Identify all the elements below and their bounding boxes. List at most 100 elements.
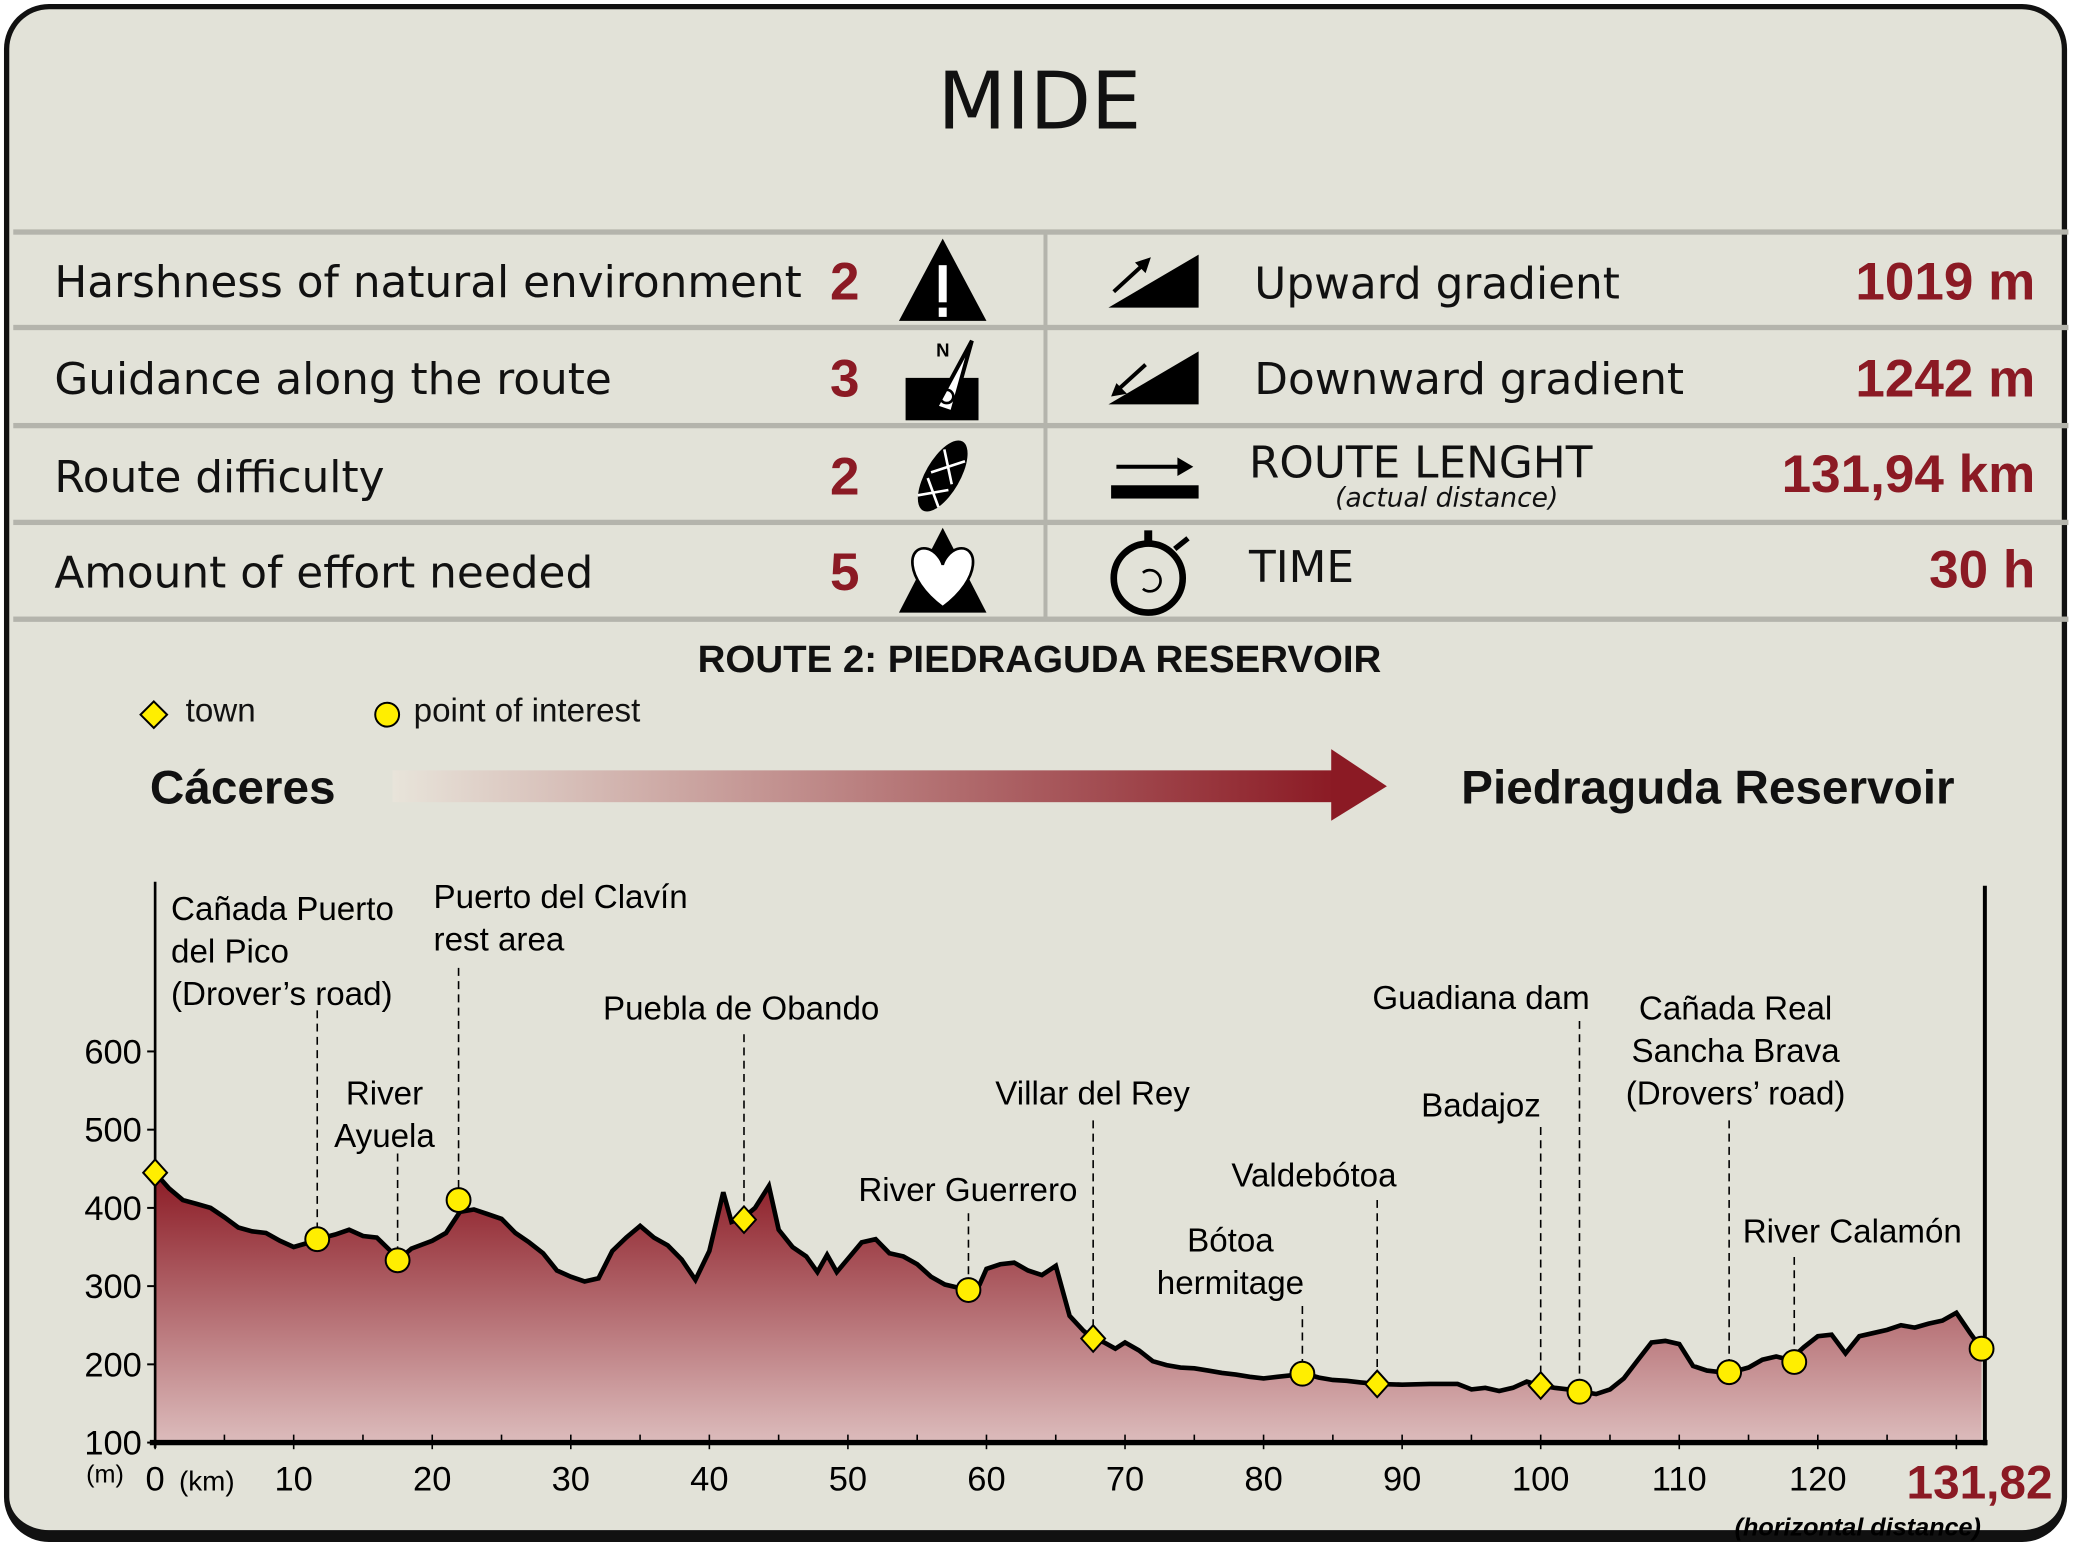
poi-marker xyxy=(445,1187,472,1213)
start-place: Cáceres xyxy=(149,759,336,815)
marker-label: Puebla de Obando xyxy=(603,991,879,1028)
poi-marker xyxy=(1716,1359,1743,1386)
divider xyxy=(13,519,2069,526)
divider xyxy=(13,229,2069,235)
marker-label: Villar del Rey xyxy=(995,1075,1190,1112)
town-marker xyxy=(1079,1323,1107,1354)
marker-label-line: Guadiana dam xyxy=(1372,980,1589,1017)
marker-label-line: del Pico xyxy=(171,934,289,971)
mide-value-difficulty: 2 xyxy=(830,448,860,507)
town-marker xyxy=(141,1157,169,1188)
poi-marker xyxy=(1289,1360,1316,1387)
poi-marker xyxy=(1781,1349,1808,1375)
x-tick-label: 110 xyxy=(1652,1460,1707,1498)
marker-label: River Guerrero xyxy=(858,1172,1077,1209)
marker-label-line: River Calamón xyxy=(1743,1213,1962,1250)
route-title: ROUTE 2: PIEDRAGUDA RESERVOIR xyxy=(697,639,1382,682)
x-end-note: (horizontal distance) xyxy=(1735,1513,1981,1541)
legend-poi: point of interest xyxy=(413,692,641,730)
x-tick-label: 90 xyxy=(1383,1460,1421,1498)
marker-label-line: River Guerrero xyxy=(858,1172,1077,1209)
y-tick-label: 400 xyxy=(84,1190,142,1228)
poi-marker xyxy=(1968,1335,1995,1362)
distance-arrow-icon xyxy=(1111,457,1199,499)
marker-label-line: River xyxy=(346,1075,423,1112)
mide-label-upward: Upward gradient xyxy=(1254,257,1620,309)
town-marker xyxy=(1363,1369,1391,1399)
marker-label: River Ayuela xyxy=(334,1075,435,1154)
mide-value-harshness: 2 xyxy=(830,253,860,312)
direction-arrow-icon xyxy=(392,749,1387,821)
x-tick-label: 50 xyxy=(829,1460,867,1498)
y-tick-label: 600 xyxy=(84,1033,142,1071)
marker-label: Bótoa hermitage xyxy=(1157,1223,1304,1302)
marker-label-line: Villar del Rey xyxy=(995,1075,1190,1112)
x-end-label: 131,82 xyxy=(1907,1456,2053,1509)
mide-label-guidance: Guidance along the route xyxy=(54,352,612,405)
x-tick-label: 40 xyxy=(690,1460,728,1498)
heart-mountain-icon xyxy=(898,527,987,613)
marker-label-line: Puerto del Clavín xyxy=(434,879,688,916)
x-tick-label: 10 xyxy=(275,1460,313,1498)
town-diamond-icon xyxy=(139,699,169,730)
marker-label-line: (Drover’s road) xyxy=(171,976,393,1013)
y-tick-label: 500 xyxy=(84,1112,142,1150)
stopwatch-icon xyxy=(1110,530,1190,616)
y-tick-label: 100 xyxy=(84,1425,142,1463)
x-tick-label: 100 xyxy=(1512,1460,1570,1498)
legend-town: town xyxy=(185,692,256,730)
boot-footprint-icon xyxy=(917,440,968,512)
marker-label-line: Puebla de Obando xyxy=(603,991,879,1028)
downward-slope-icon xyxy=(1108,351,1199,405)
town-marker xyxy=(730,1204,758,1235)
y-unit-label: (m) xyxy=(86,1460,124,1488)
marker-label-line: hermitage xyxy=(1157,1265,1304,1302)
mide-label-difficulty: Route difficulty xyxy=(54,450,385,503)
mide-label-effort: Amount of effort needed xyxy=(54,546,594,598)
x-tick-label: 60 xyxy=(967,1460,1005,1498)
poi-marker xyxy=(955,1277,982,1303)
divider xyxy=(13,324,2069,331)
divider xyxy=(13,422,2069,429)
marker-label-line: Ayuela xyxy=(334,1118,435,1155)
marker-label-line: (Drovers’ road) xyxy=(1626,1075,1846,1112)
marker-label-line: Cañada Real xyxy=(1639,991,1832,1028)
compass-orientation-icon: N xyxy=(905,340,979,421)
mide-value-upward: 1019 m xyxy=(1855,253,2036,312)
mide-value-downward: 1242 m xyxy=(1855,350,2036,409)
divider xyxy=(1043,232,1048,620)
marker-label-line: Sancha Brava xyxy=(1632,1033,1841,1070)
marker-label: Cañada Real Sancha Brava (Drovers’ road) xyxy=(1626,991,1846,1113)
mide-label-downward: Downward gradient xyxy=(1254,352,1685,405)
marker-label-line: Badajoz xyxy=(1421,1087,1541,1124)
marker-label: Cañada Puerto del Pico (Drover’s road) xyxy=(171,891,394,1013)
marker-label-line: rest area xyxy=(434,922,565,959)
marker-label-line: Cañada Puerto xyxy=(171,891,394,928)
marker-label-line: Bótoa xyxy=(1187,1223,1274,1260)
marker-label: Badajoz xyxy=(1421,1087,1541,1124)
divider xyxy=(13,616,2069,622)
upward-slope-icon xyxy=(1108,254,1199,308)
mide-value-effort: 5 xyxy=(830,543,860,602)
x-unit-label: (km) xyxy=(179,1465,235,1496)
poi-marker xyxy=(1566,1378,1593,1405)
mide-label-length: ROUTE LENGHT xyxy=(1248,436,1593,488)
mide-value-time: 30 h xyxy=(1929,540,2036,600)
marker-label: Puerto del Clavín rest area xyxy=(434,879,688,958)
y-tick-label: 300 xyxy=(84,1268,142,1306)
marker-label: Valdebótoa xyxy=(1231,1158,1397,1195)
x-tick-label: 20 xyxy=(413,1460,451,1498)
elevation-area xyxy=(155,1172,1982,1443)
town-marker xyxy=(1527,1370,1554,1401)
mide-value-length: 131,94 km xyxy=(1781,445,2036,504)
poi-marker xyxy=(384,1247,411,1274)
x-tick-label: 0 xyxy=(146,1460,165,1498)
svg-text:N: N xyxy=(936,340,949,361)
mide-sublabel-length: (actual distance) xyxy=(1335,481,1559,514)
poi-circle-icon xyxy=(374,701,401,728)
end-place: Piedraguda Reservoir xyxy=(1461,759,1955,815)
x-tick-label: 30 xyxy=(552,1460,590,1498)
page-title: MIDE xyxy=(937,55,1142,149)
